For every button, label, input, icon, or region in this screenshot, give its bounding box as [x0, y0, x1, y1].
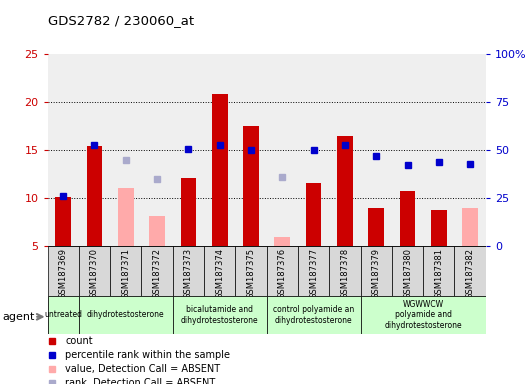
- Bar: [455, 54, 486, 246]
- Bar: [142, 246, 173, 296]
- Bar: [235, 54, 267, 246]
- Text: GSM187373: GSM187373: [184, 248, 193, 300]
- Text: GSM187374: GSM187374: [215, 248, 224, 299]
- Bar: [369, 208, 384, 246]
- Bar: [392, 54, 423, 246]
- Bar: [48, 246, 79, 296]
- Bar: [87, 146, 102, 246]
- Bar: [181, 177, 196, 246]
- Bar: [48, 54, 79, 246]
- Text: GSM187370: GSM187370: [90, 248, 99, 299]
- Bar: [361, 296, 486, 334]
- Text: GSM187381: GSM187381: [435, 248, 444, 299]
- Text: agent: agent: [3, 312, 35, 322]
- Text: GSM187372: GSM187372: [153, 248, 162, 299]
- Text: GSM187380: GSM187380: [403, 248, 412, 299]
- Bar: [329, 246, 361, 296]
- Bar: [173, 54, 204, 246]
- Bar: [173, 296, 267, 334]
- Bar: [110, 54, 142, 246]
- Text: GSM187376: GSM187376: [278, 248, 287, 300]
- Text: GSM187375: GSM187375: [247, 248, 256, 299]
- Text: value, Detection Call = ABSENT: value, Detection Call = ABSENT: [65, 364, 220, 374]
- Bar: [267, 54, 298, 246]
- Bar: [55, 197, 71, 246]
- Text: untreated: untreated: [44, 310, 82, 319]
- Bar: [204, 246, 235, 296]
- Text: control polyamide an
dihydrotestosterone: control polyamide an dihydrotestosterone: [273, 305, 354, 324]
- Bar: [400, 191, 416, 246]
- Text: WGWWCW
polyamide and
dihydrotestosterone: WGWWCW polyamide and dihydrotestosterone: [384, 300, 462, 330]
- Bar: [329, 54, 361, 246]
- Bar: [392, 246, 423, 296]
- Text: GDS2782 / 230060_at: GDS2782 / 230060_at: [48, 14, 194, 27]
- Bar: [235, 246, 267, 296]
- Bar: [275, 237, 290, 246]
- Text: bicalutamide and
dihydrotestosterone: bicalutamide and dihydrotestosterone: [181, 305, 259, 324]
- Bar: [149, 216, 165, 246]
- Bar: [243, 126, 259, 246]
- Bar: [173, 246, 204, 296]
- Bar: [204, 54, 235, 246]
- Bar: [79, 246, 110, 296]
- Bar: [110, 246, 142, 296]
- Bar: [423, 54, 455, 246]
- Bar: [118, 188, 134, 246]
- Text: percentile rank within the sample: percentile rank within the sample: [65, 350, 230, 360]
- Bar: [463, 208, 478, 246]
- Bar: [431, 210, 447, 246]
- Bar: [455, 246, 486, 296]
- Text: count: count: [65, 336, 93, 346]
- Bar: [79, 296, 173, 334]
- Text: rank, Detection Call = ABSENT: rank, Detection Call = ABSENT: [65, 377, 215, 384]
- Text: GSM187377: GSM187377: [309, 248, 318, 300]
- Text: GSM187369: GSM187369: [59, 248, 68, 299]
- Text: GSM187378: GSM187378: [341, 248, 350, 300]
- Text: GSM187382: GSM187382: [466, 248, 475, 299]
- Bar: [48, 296, 79, 334]
- Text: GSM187379: GSM187379: [372, 248, 381, 299]
- Text: dihydrotestosterone: dihydrotestosterone: [87, 310, 165, 319]
- Bar: [298, 246, 329, 296]
- Bar: [423, 246, 455, 296]
- Bar: [337, 136, 353, 246]
- Bar: [361, 54, 392, 246]
- Bar: [306, 184, 322, 246]
- Bar: [142, 54, 173, 246]
- Bar: [267, 296, 361, 334]
- Text: GSM187371: GSM187371: [121, 248, 130, 299]
- Bar: [79, 54, 110, 246]
- Bar: [298, 54, 329, 246]
- Bar: [361, 246, 392, 296]
- Bar: [267, 246, 298, 296]
- Bar: [212, 94, 228, 246]
